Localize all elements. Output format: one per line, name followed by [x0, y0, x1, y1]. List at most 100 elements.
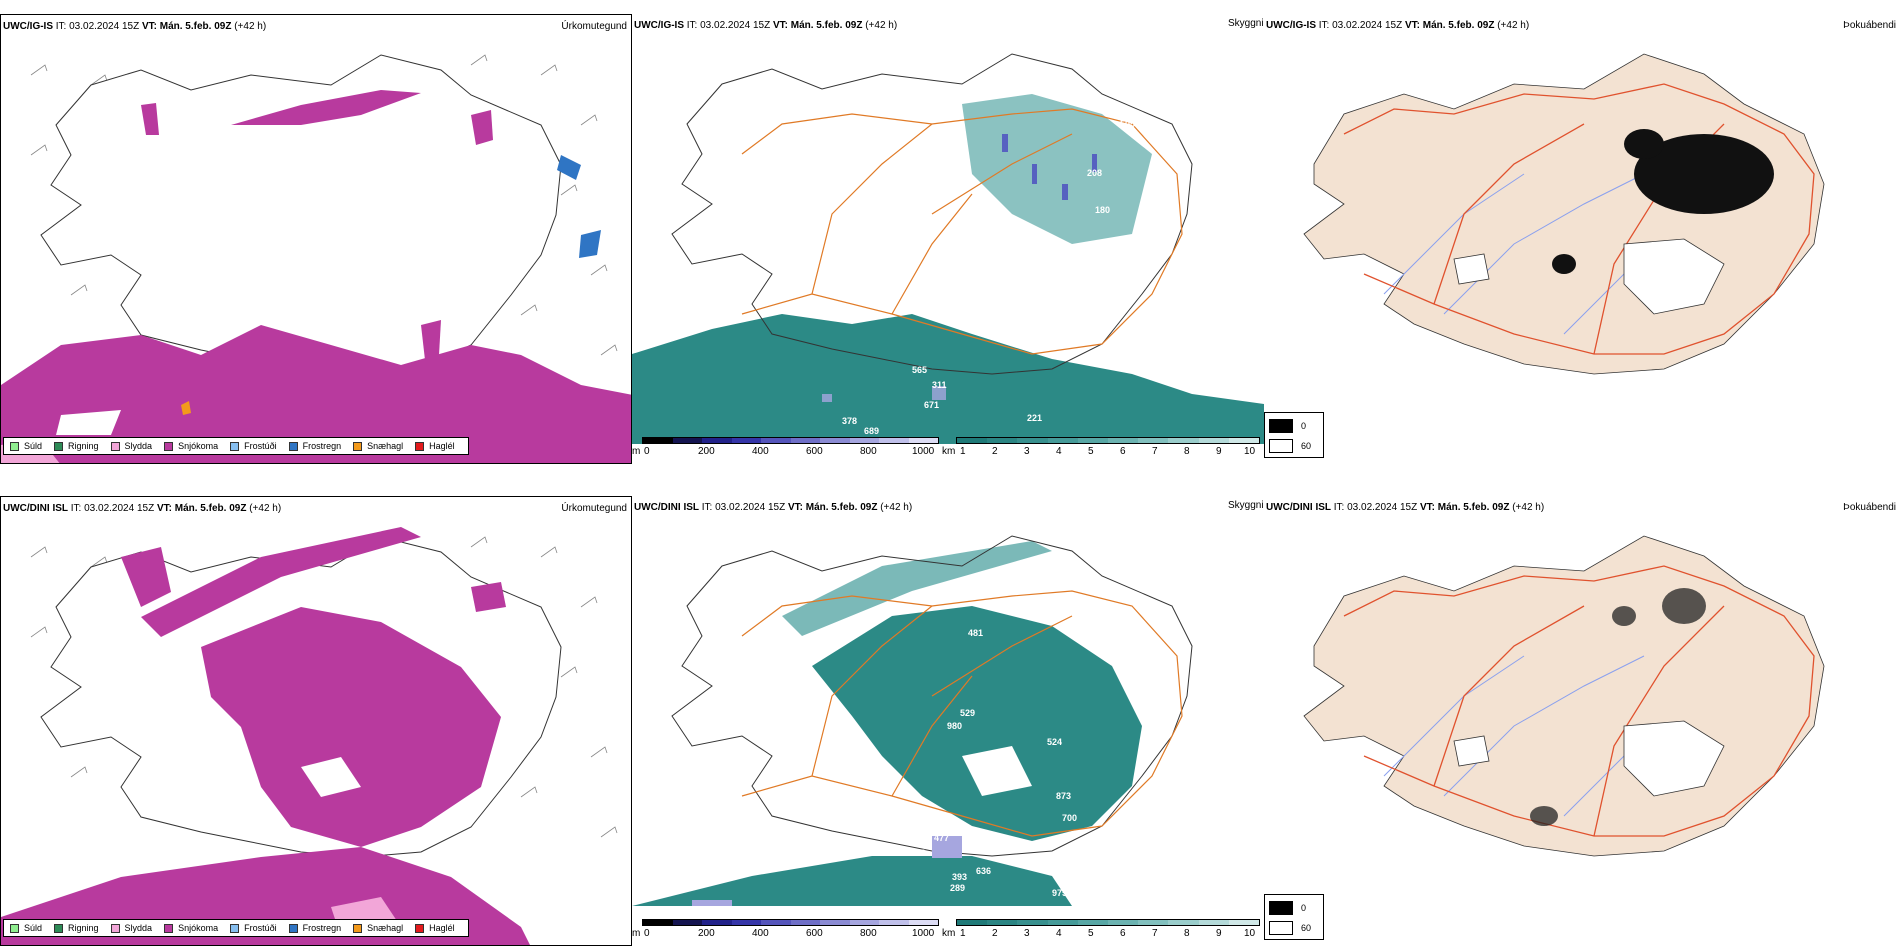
- ceiling-label: 671: [924, 400, 939, 410]
- legend-item-frostregn: Frostregn: [288, 441, 341, 451]
- snowfall-area-north: [231, 90, 421, 125]
- ceiling-label: 873: [1056, 791, 1071, 801]
- snowfall-area-central: [201, 607, 501, 847]
- ceiling-label: 477: [934, 833, 949, 843]
- snaehagl-patch: [181, 401, 191, 415]
- roads: [1343, 565, 1815, 837]
- snowfall-patch: [421, 320, 441, 360]
- ceiling-tick: 400: [752, 928, 769, 939]
- panel-parameter-name: Skyggni: [1228, 18, 1264, 29]
- visibility-unit: km: [942, 928, 956, 939]
- frostregn-patch: [557, 155, 581, 180]
- fog-map: [1303, 535, 1825, 857]
- ceiling-label: 689: [864, 426, 879, 436]
- ceiling-colorbar-ramp: [642, 437, 939, 444]
- panel-parameter-name: Úrkomutegund: [561, 21, 627, 32]
- legend-item-slydda: Slydda: [110, 923, 152, 933]
- wind-barbs: [30, 536, 618, 838]
- ceiling-tick: 0: [644, 446, 650, 457]
- ceiling-label: 636: [976, 866, 991, 876]
- snowfall-patch: [121, 547, 171, 607]
- ceiling-label: 980: [947, 721, 962, 731]
- visibility-tick: 3: [1024, 446, 1030, 457]
- road-network: [741, 590, 1183, 837]
- panel-fog-igis: UWC/IG-IS IT: 03.02.2024 15Z VT: Mán. 5.…: [1264, 14, 1900, 464]
- low-visibility-band-north: [782, 541, 1052, 636]
- visibility-tick: 10: [1244, 928, 1256, 939]
- ceiling-tick: 400: [752, 446, 769, 457]
- iceland-coastline: [671, 53, 1193, 375]
- visibility-tick: 5: [1088, 928, 1094, 939]
- ceiling-labels: 935 385 565 564 208 221 378 689 671 180 …: [772, 119, 1139, 436]
- legend-item-frostudi: Frostúði: [230, 441, 277, 451]
- legend-swatch: [110, 441, 120, 451]
- visibility-unit: km: [942, 446, 956, 457]
- legend-swatch: [288, 923, 298, 933]
- fog-high-values: [1552, 129, 1774, 274]
- fog-legend: 0 60: [1264, 894, 1324, 940]
- visibility-tick: 1: [960, 928, 966, 939]
- iceland-coastline: [40, 54, 562, 376]
- precip-map: [1, 54, 631, 463]
- legend-item-frostregn: Frostregn: [288, 923, 341, 933]
- fog-map: [1303, 53, 1825, 375]
- panel-title: UWC/DINI ISL IT: 03.02.2024 15Z VT: Mán.…: [3, 503, 282, 514]
- legend-swatch: [10, 441, 19, 451]
- visibility-colorbar-ramp: [956, 919, 1260, 926]
- glacier-outlines: [1453, 238, 1725, 315]
- panel-parameter-name: Þokuábendi: [1843, 502, 1896, 513]
- frostregn-patch: [579, 230, 601, 258]
- ceiling-label: 378: [842, 416, 857, 426]
- panel-parameter-name: Skyggni: [1228, 500, 1264, 511]
- legend-item-suld: Súld: [10, 923, 42, 933]
- ceiling-patches: [692, 836, 962, 906]
- snowfall-patch: [471, 110, 493, 145]
- road-network: [741, 108, 1183, 355]
- ceiling-label: 259: [1124, 244, 1139, 254]
- ceiling-label: 529: [960, 708, 975, 718]
- panel-visibility-dini: UWC/DINI ISL IT: 03.02.2024 15Z VT: Mán.…: [632, 496, 1264, 946]
- ceiling-label: 295: [910, 848, 925, 858]
- ceiling-unit: m: [632, 928, 641, 939]
- precip-type-legend: Súld Rigning Slydda Snjókoma Frostúði Fr…: [3, 919, 469, 937]
- ceiling-label: 524: [1047, 737, 1062, 747]
- ceiling-label: 975: [1052, 888, 1067, 898]
- low-visibility-area-south: [632, 856, 1072, 906]
- legend-item-suld: Súld: [10, 441, 42, 451]
- snowfall-patch: [471, 582, 506, 612]
- ceiling-unit: m: [632, 446, 641, 457]
- sleet-patch: [56, 410, 121, 435]
- ceiling-label: 935: [772, 139, 787, 149]
- visibility-colorbar: km 1 2 3 4 5 6 7 8 9 10: [942, 919, 1262, 945]
- fog-legend-high: 0: [1269, 419, 1306, 433]
- panel-title: UWC/IG-IS IT: 03.02.2024 15Z VT: Mán. 5.…: [1266, 20, 1530, 31]
- legend-swatch: [415, 923, 425, 933]
- visibility-tick: 6: [1120, 928, 1126, 939]
- low-visibility-area-central: [812, 606, 1142, 841]
- legend-item-rigning: Rigning: [54, 441, 99, 451]
- clear-hole: [301, 757, 361, 797]
- legend-swatch: [164, 441, 174, 451]
- fog-legend-swatch: [1269, 901, 1293, 915]
- ceiling-tick: 600: [806, 928, 823, 939]
- visibility-tick: 6: [1120, 446, 1126, 457]
- legend-item-slydda: Slydda: [110, 441, 152, 451]
- legend-item-snaehagl: Snæhagl: [353, 441, 403, 451]
- iceland-coastline: [671, 535, 1193, 857]
- low-visibility-area-northeast: [962, 94, 1152, 244]
- visibility-map: 481 529 980 524 873 700 477 295 393 289 …: [632, 535, 1193, 906]
- ceiling-colorbar-ramp: [642, 919, 939, 926]
- ceiling-tick: 600: [806, 446, 823, 457]
- wind-barbs: [30, 54, 618, 356]
- ceiling-tick: 1000: [912, 928, 935, 939]
- fog-legend-low: 60: [1269, 921, 1311, 935]
- visibility-tick: 7: [1152, 928, 1158, 939]
- panel-fog-dini: UWC/DINI ISL IT: 03.02.2024 15Z VT: Mán.…: [1264, 496, 1900, 946]
- legend-swatch: [54, 441, 64, 451]
- clear-hole: [962, 746, 1032, 796]
- visibility-tick: 8: [1184, 446, 1190, 457]
- panel-precip-type-dini: UWC/DINI ISL IT: 03.02.2024 15Z VT: Mán.…: [0, 496, 632, 946]
- ceiling-colorbar: m 0 200 400 600 800 1000: [632, 437, 942, 463]
- snowfall-band-north: [141, 527, 421, 637]
- visibility-colorbar-ramp: [956, 437, 1260, 444]
